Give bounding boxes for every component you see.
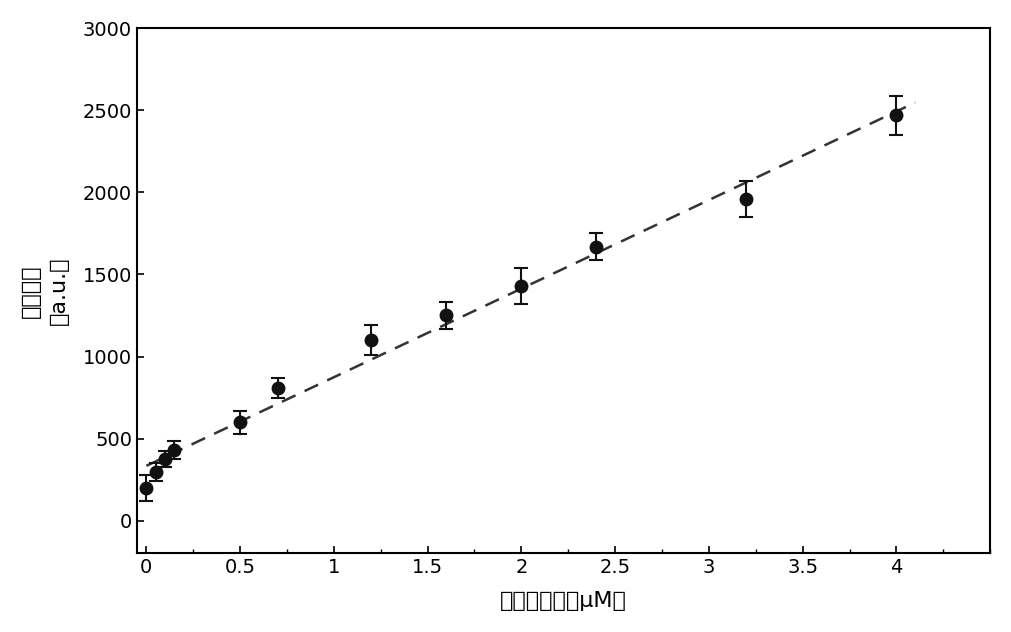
X-axis label: 啌虫胺浓度（μM）: 啌虫胺浓度（μM） [500,591,627,611]
Y-axis label: 拉曼强度
（a.u.）: 拉曼强度 （a.u.） [21,257,69,325]
